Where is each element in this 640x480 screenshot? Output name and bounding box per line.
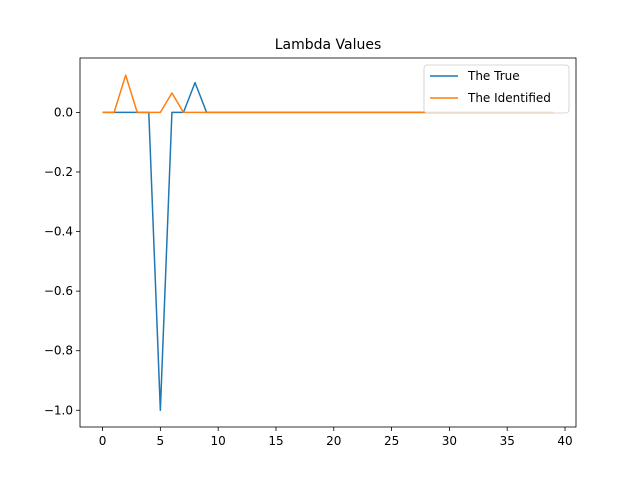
x-tick-label: 40	[557, 434, 572, 448]
y-tick-label: −0.6	[44, 284, 73, 298]
x-tick-label: 15	[268, 434, 283, 448]
x-tick-label: 35	[500, 434, 515, 448]
y-axis: 0.0 −0.2 −0.4 −0.6 −0.8 −1.0	[44, 105, 80, 417]
x-tick-label: 25	[384, 434, 399, 448]
chart-title: Lambda Values	[275, 37, 382, 53]
x-tick-label: 10	[211, 434, 226, 448]
y-tick-label: −1.0	[44, 403, 73, 417]
y-tick-label: −0.4	[44, 225, 73, 239]
legend: The True The Identified	[423, 64, 570, 114]
y-tick-label: 0.0	[54, 105, 73, 119]
legend-label-the-identified: The Identified	[467, 91, 551, 105]
x-tick-label: 20	[326, 434, 341, 448]
x-tick-label: 30	[442, 434, 457, 448]
y-tick-label: −0.2	[44, 165, 73, 179]
x-axis: 0 5 10 15 20 25 30 35 40	[99, 427, 573, 448]
legend-label-the-true: The True	[467, 69, 520, 83]
x-tick-label: 0	[99, 434, 107, 448]
y-tick-label: −0.8	[44, 344, 73, 358]
legend-box	[423, 64, 570, 114]
x-tick-label: 5	[157, 434, 165, 448]
axes-frame	[79, 57, 577, 428]
